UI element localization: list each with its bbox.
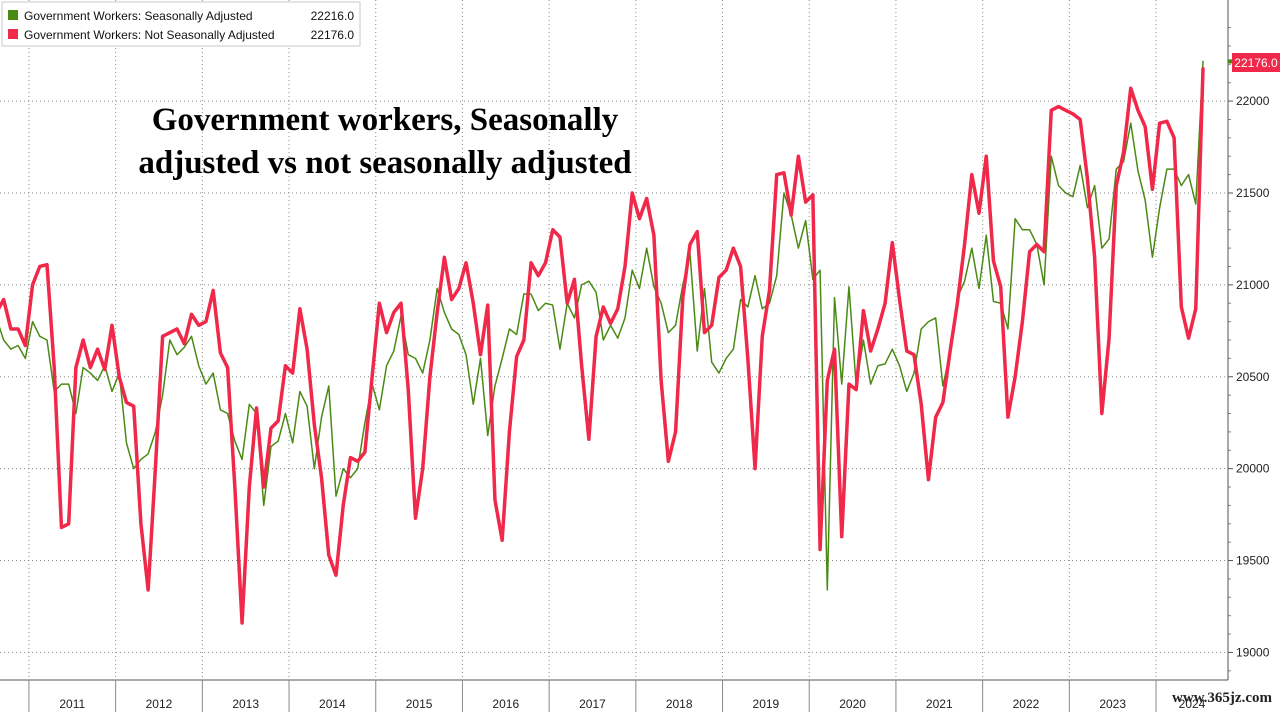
x-tick-label: 2021 — [926, 697, 953, 711]
legend-swatch-seasonally-adjusted — [8, 10, 18, 20]
x-tick-label: 2012 — [146, 697, 173, 711]
y-tick-label: 21500 — [1236, 186, 1270, 200]
series-lines — [0, 60, 1205, 625]
legend-label-not-seasonally-adjusted: Government Workers: Not Seasonally Adjus… — [24, 28, 275, 42]
x-tick-label: 2017 — [579, 697, 606, 711]
chart-title-line-1: Government workers, Seasonally — [152, 102, 619, 138]
x-tick-label: 2014 — [319, 697, 346, 711]
x-tick-label: 2024 — [1179, 697, 1206, 711]
y-tick-label: 19500 — [1236, 554, 1270, 568]
x-tick-label: 2023 — [1099, 697, 1126, 711]
legend-swatch-not-seasonally-adjusted — [8, 29, 18, 39]
x-tick-label: 2020 — [839, 697, 866, 711]
x-tick-label: 2013 — [232, 697, 259, 711]
chart-title-line-2: adjusted vs not seasonally adjusted — [138, 145, 631, 181]
legend-label-seasonally-adjusted: Government Workers: Seasonally Adjusted — [24, 9, 253, 23]
legend-value-not-seasonally-adjusted: 22176.0 — [311, 28, 355, 42]
x-tick-label: 2018 — [666, 697, 693, 711]
y-tick-label: 19000 — [1236, 645, 1270, 659]
x-tick-label: 2015 — [406, 697, 433, 711]
last-value-tag-label: 22176.0 — [1234, 56, 1278, 70]
x-tick-label: 2019 — [753, 697, 780, 711]
y-tick-label: 20500 — [1236, 370, 1270, 384]
y-tick-label: 21000 — [1236, 278, 1270, 292]
last-value-tag-box — [1232, 53, 1280, 72]
chart-title: Government workers, Seasonally adjusted … — [138, 102, 631, 181]
x-tick-label: 2011 — [59, 697, 85, 711]
x-tick-label: 2016 — [492, 697, 519, 711]
watermark: www.365jz.com — [1172, 690, 1272, 706]
x-tick-label: 2022 — [1013, 697, 1040, 711]
legend-box — [1, 1, 361, 47]
legend: Government Workers: Seasonally Adjusted … — [1, 1, 361, 47]
last-value-tag: 22176.0 — [1232, 53, 1280, 72]
series-line-not-seasonally-adjusted — [0, 66, 1205, 625]
legend-value-seasonally-adjusted: 22216.0 — [311, 9, 355, 23]
y-tick-label: 20000 — [1236, 462, 1270, 476]
y-tick-label: 22000 — [1236, 94, 1270, 108]
